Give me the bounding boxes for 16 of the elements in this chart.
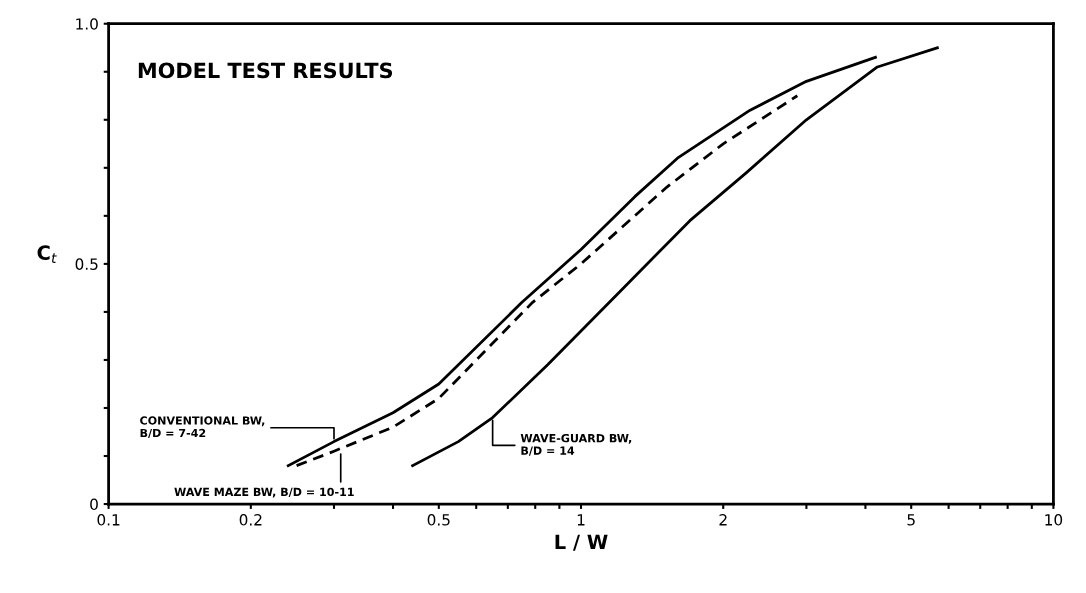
x-tick-label: 0.2 [239, 514, 262, 526]
x-tick-label: 0.5 [427, 514, 450, 526]
x-axis-title: L / W [555, 534, 608, 551]
y-axis-title: C$_{t}$ [37, 245, 57, 263]
x-tick-label: 5 [907, 514, 915, 526]
text: MODEL TEST RESULTS [138, 62, 393, 79]
annotation: CONVENTIONAL BW, B/D = 7-42 [140, 416, 265, 439]
y-tick-label: 0.5 [75, 258, 98, 270]
annotation: WAVE MAZE BW, B/D = 10-11 [174, 487, 354, 498]
x-tick-label: 0.1 [97, 514, 120, 526]
x-tick-label: 10 [1045, 514, 1063, 526]
y-tick-label: 1.0 [76, 18, 98, 30]
y-tick-label: 0 [90, 498, 98, 511]
x-tick-label: 2 [719, 514, 727, 526]
x-tick-label: 1 [577, 514, 585, 526]
annotation: WAVE-GUARD BW, B/D = 14 [520, 433, 632, 456]
